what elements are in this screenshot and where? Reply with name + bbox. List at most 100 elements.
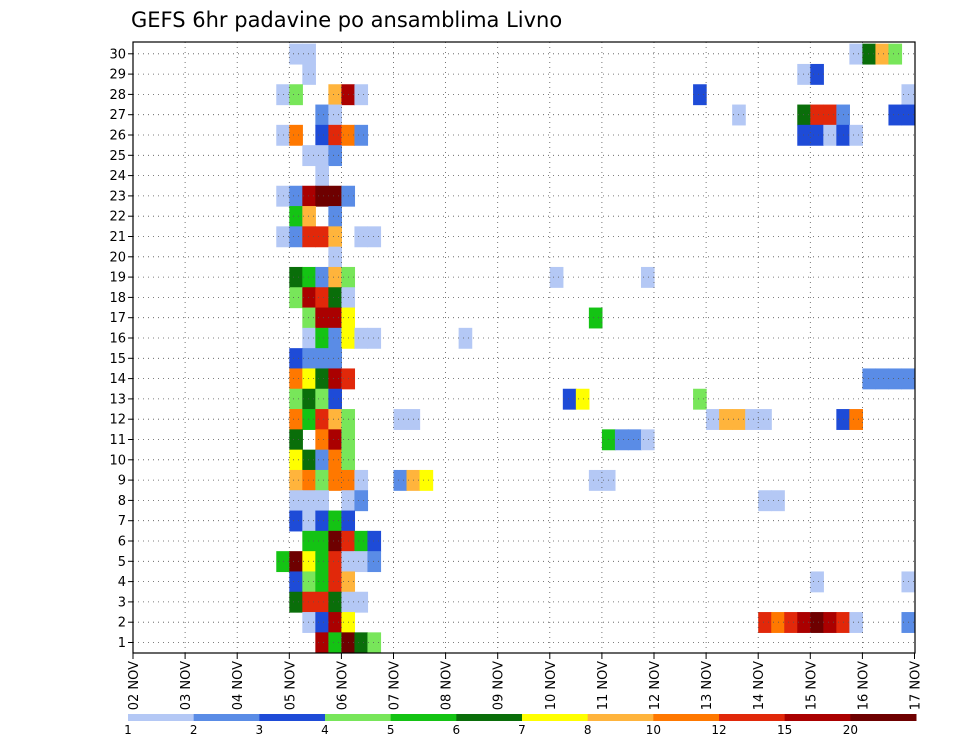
heatmap-cell: [328, 206, 342, 227]
x-tick-label: 04 NOV: [231, 661, 246, 710]
heatmap-cell: [328, 327, 342, 349]
heatmap-cell: [302, 490, 316, 512]
y-tick-label: 26: [109, 129, 126, 144]
heatmap-cell: [315, 469, 329, 491]
heatmap-cell: [354, 632, 369, 654]
legend-swatch: [719, 714, 786, 721]
legend-label: 6: [453, 723, 461, 737]
y-tick-label: 10: [109, 453, 126, 468]
heatmap-cell: [354, 84, 369, 106]
heatmap-cell: [810, 612, 824, 633]
heatmap-cell: [810, 63, 824, 85]
y-tick-label: 4: [118, 575, 126, 590]
legend-swatch: [193, 714, 260, 721]
x-tick-label: 16 NOV: [856, 661, 871, 710]
heatmap-cell: [302, 449, 316, 471]
y-tick-label: 14: [109, 372, 126, 387]
heatmap-cell: [315, 571, 329, 593]
heatmap-cell: [315, 388, 329, 410]
heatmap-cell: [315, 348, 329, 370]
heatmap-cell: [302, 226, 316, 248]
heatmap-cell: [289, 510, 303, 532]
heatmap-cell: [784, 612, 798, 633]
heatmap-cells: [276, 43, 915, 654]
heatmap-cell: [354, 226, 369, 248]
legend-label: 1: [124, 723, 132, 737]
legend-swatch: [390, 714, 457, 721]
x-axis: 02 NOV 03 NOV 04 NOV 05 NOV 06 NOV 07 NOV 08 N…: [127, 653, 924, 710]
heatmap-cell: [823, 612, 837, 633]
y-tick-label: 24: [109, 169, 126, 184]
y-tick-label: 20: [109, 250, 126, 265]
grid-lines: [133, 42, 915, 653]
legend-swatch: [850, 714, 917, 721]
heatmap-cell: [810, 104, 824, 126]
heatmap-cell: [758, 409, 772, 430]
heatmap-cell: [719, 409, 733, 430]
legend-swatch: [128, 714, 195, 721]
legend-label: 15: [777, 723, 792, 737]
heatmap-cell: [797, 104, 811, 126]
legend-label: 2: [190, 723, 198, 737]
heatmap-cell: [289, 469, 303, 491]
y-tick-label: 27: [109, 108, 126, 123]
heatmap-cell: [289, 449, 303, 471]
legend-label: 5: [387, 723, 395, 737]
heatmap-cell: [354, 327, 369, 349]
heatmap-cell: [315, 612, 329, 633]
heatmap-cell: [328, 449, 342, 471]
legend-swatch: [259, 714, 326, 721]
heatmap-cell: [328, 124, 342, 146]
heatmap-cell: [328, 368, 342, 390]
heatmap-cell: [328, 307, 342, 329]
y-tick-label: 15: [109, 352, 126, 367]
heatmap-cell: [328, 591, 342, 613]
y-tick-label: 13: [109, 392, 126, 407]
heatmap-cell: [810, 124, 824, 146]
heatmap-cell: [289, 266, 303, 288]
heatmap-cell: [302, 145, 316, 167]
heatmap-cell: [823, 124, 837, 146]
heatmap-cell: [849, 409, 863, 430]
heatmap-cell: [354, 530, 369, 552]
y-tick-label: 17: [109, 311, 126, 326]
heatmap-cell: [315, 530, 329, 552]
heatmap-cell: [315, 591, 329, 613]
heatmap-cell: [289, 348, 303, 370]
x-tick-label: 15 NOV: [804, 661, 819, 710]
heatmap-cell: [328, 84, 342, 106]
heatmap-cell: [849, 43, 863, 65]
heatmap-cell: [302, 43, 316, 65]
x-tick-label: 10 NOV: [544, 661, 559, 710]
heatmap-cell: [640, 266, 655, 288]
legend-swatch: [456, 714, 523, 721]
heatmap-cell: [328, 388, 342, 410]
heatmap-cell: [289, 551, 303, 573]
y-tick-label: 9: [118, 474, 126, 489]
x-tick-label: 09 NOV: [492, 661, 507, 710]
x-tick-label: 17 NOV: [909, 661, 924, 710]
heatmap-cell: [302, 530, 316, 552]
heatmap-cell: [315, 185, 329, 207]
y-tick-label: 12: [109, 413, 126, 428]
x-tick-label: 14 NOV: [752, 661, 767, 710]
heatmap-cell: [862, 43, 877, 65]
heatmap-cell: [302, 327, 316, 349]
x-tick-label: 11 NOV: [596, 661, 611, 710]
y-tick-label: 28: [109, 88, 126, 103]
x-tick-label: 12 NOV: [648, 661, 663, 710]
heatmap-cell: [328, 612, 342, 633]
y-axis: 1234567891011121314151617181920212223242…: [109, 47, 133, 651]
heatmap-cell: [289, 287, 303, 309]
x-tick-label: 08 NOV: [440, 661, 455, 710]
x-tick-label: 06 NOV: [335, 661, 350, 710]
legend-label: 8: [584, 723, 592, 737]
heatmap-cell: [315, 510, 329, 532]
heatmap-cell: [328, 409, 342, 430]
heatmap-cell: [302, 409, 316, 430]
y-tick-label: 8: [118, 494, 126, 509]
x-tick-label: 13 NOV: [700, 661, 715, 710]
heatmap-cell: [862, 368, 877, 390]
y-tick-label: 11: [109, 433, 126, 448]
heatmap-cell: [302, 185, 316, 207]
